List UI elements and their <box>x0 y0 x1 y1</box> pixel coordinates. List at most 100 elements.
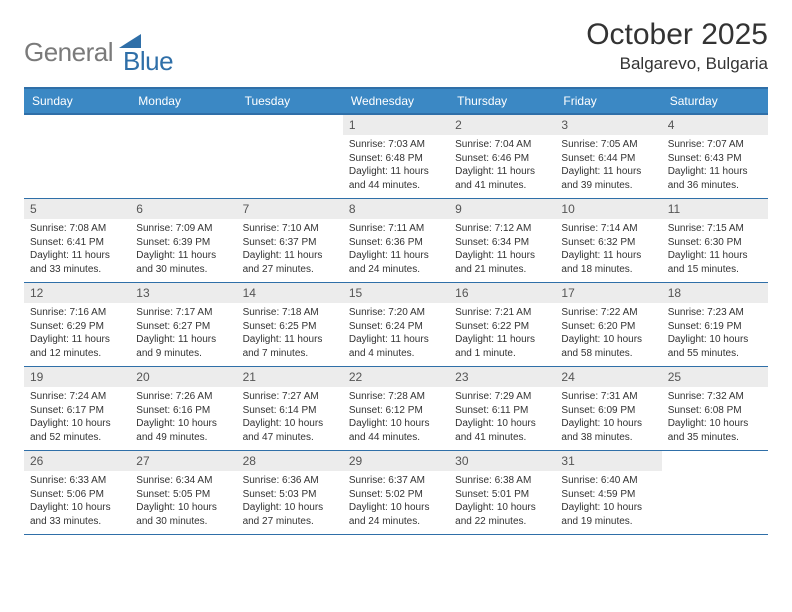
day-data: Sunrise: 7:08 AMSunset: 6:41 PMDaylight:… <box>24 219 130 282</box>
header: General Blue October 2025 Balgarevo, Bul… <box>24 18 768 77</box>
sunset-line: Sunset: 6:44 PM <box>561 152 655 166</box>
weekday-header: Wednesday <box>343 89 449 113</box>
day-data: Sunrise: 7:24 AMSunset: 6:17 PMDaylight:… <box>24 387 130 450</box>
sunset-line: Sunset: 6:27 PM <box>136 320 230 334</box>
day-number: 30 <box>449 451 555 471</box>
day-cell: 26Sunrise: 6:33 AMSunset: 5:06 PMDayligh… <box>24 451 130 534</box>
sunset-line: Sunset: 4:59 PM <box>561 488 655 502</box>
day-cell <box>237 115 343 198</box>
day-number: 1 <box>343 115 449 135</box>
day-cell: 18Sunrise: 7:23 AMSunset: 6:19 PMDayligh… <box>662 283 768 366</box>
day-data: Sunrise: 6:40 AMSunset: 4:59 PMDaylight:… <box>555 471 661 534</box>
sunrise-line: Sunrise: 7:17 AM <box>136 306 230 320</box>
day-number: 12 <box>24 283 130 303</box>
day-cell: 22Sunrise: 7:28 AMSunset: 6:12 PMDayligh… <box>343 367 449 450</box>
day-data: Sunrise: 6:33 AMSunset: 5:06 PMDaylight:… <box>24 471 130 534</box>
day-data: Sunrise: 7:27 AMSunset: 6:14 PMDaylight:… <box>237 387 343 450</box>
day-data: Sunrise: 7:26 AMSunset: 6:16 PMDaylight:… <box>130 387 236 450</box>
day-cell: 12Sunrise: 7:16 AMSunset: 6:29 PMDayligh… <box>24 283 130 366</box>
sunrise-line: Sunrise: 7:03 AM <box>349 138 443 152</box>
day-cell: 8Sunrise: 7:11 AMSunset: 6:36 PMDaylight… <box>343 199 449 282</box>
day-number: 18 <box>662 283 768 303</box>
day-cell: 4Sunrise: 7:07 AMSunset: 6:43 PMDaylight… <box>662 115 768 198</box>
day-cell: 27Sunrise: 6:34 AMSunset: 5:05 PMDayligh… <box>130 451 236 534</box>
day-number: 3 <box>555 115 661 135</box>
day-number: 31 <box>555 451 661 471</box>
daylight-line: Daylight: 11 hours and 44 minutes. <box>349 165 443 192</box>
day-number: 27 <box>130 451 236 471</box>
sunset-line: Sunset: 5:02 PM <box>349 488 443 502</box>
sunset-line: Sunset: 6:48 PM <box>349 152 443 166</box>
day-cell: 11Sunrise: 7:15 AMSunset: 6:30 PMDayligh… <box>662 199 768 282</box>
day-data: Sunrise: 6:34 AMSunset: 5:05 PMDaylight:… <box>130 471 236 534</box>
day-data: Sunrise: 7:32 AMSunset: 6:08 PMDaylight:… <box>662 387 768 450</box>
sunrise-line: Sunrise: 6:34 AM <box>136 474 230 488</box>
sunrise-line: Sunrise: 7:31 AM <box>561 390 655 404</box>
sunset-line: Sunset: 6:14 PM <box>243 404 337 418</box>
daylight-line: Daylight: 10 hours and 58 minutes. <box>561 333 655 360</box>
calendar-body: 1Sunrise: 7:03 AMSunset: 6:48 PMDaylight… <box>24 115 768 535</box>
day-cell: 9Sunrise: 7:12 AMSunset: 6:34 PMDaylight… <box>449 199 555 282</box>
day-number: 26 <box>24 451 130 471</box>
day-cell: 31Sunrise: 6:40 AMSunset: 4:59 PMDayligh… <box>555 451 661 534</box>
day-number: 4 <box>662 115 768 135</box>
sunrise-line: Sunrise: 6:36 AM <box>243 474 337 488</box>
day-cell: 17Sunrise: 7:22 AMSunset: 6:20 PMDayligh… <box>555 283 661 366</box>
daylight-line: Daylight: 11 hours and 39 minutes. <box>561 165 655 192</box>
day-cell: 7Sunrise: 7:10 AMSunset: 6:37 PMDaylight… <box>237 199 343 282</box>
week-row: 1Sunrise: 7:03 AMSunset: 6:48 PMDaylight… <box>24 115 768 199</box>
sunrise-line: Sunrise: 7:18 AM <box>243 306 337 320</box>
day-number: 5 <box>24 199 130 219</box>
sunrise-line: Sunrise: 7:16 AM <box>30 306 124 320</box>
day-data: Sunrise: 7:16 AMSunset: 6:29 PMDaylight:… <box>24 303 130 366</box>
day-data: Sunrise: 7:10 AMSunset: 6:37 PMDaylight:… <box>237 219 343 282</box>
sunset-line: Sunset: 6:39 PM <box>136 236 230 250</box>
day-data: Sunrise: 6:38 AMSunset: 5:01 PMDaylight:… <box>449 471 555 534</box>
daylight-line: Daylight: 10 hours and 44 minutes. <box>349 417 443 444</box>
day-number: 10 <box>555 199 661 219</box>
weekday-header: Saturday <box>662 89 768 113</box>
day-data: Sunrise: 7:12 AMSunset: 6:34 PMDaylight:… <box>449 219 555 282</box>
daylight-line: Daylight: 10 hours and 41 minutes. <box>455 417 549 444</box>
day-data: Sunrise: 7:31 AMSunset: 6:09 PMDaylight:… <box>555 387 661 450</box>
daylight-line: Daylight: 11 hours and 4 minutes. <box>349 333 443 360</box>
day-number: 11 <box>662 199 768 219</box>
day-cell: 15Sunrise: 7:20 AMSunset: 6:24 PMDayligh… <box>343 283 449 366</box>
sunset-line: Sunset: 6:36 PM <box>349 236 443 250</box>
day-cell: 21Sunrise: 7:27 AMSunset: 6:14 PMDayligh… <box>237 367 343 450</box>
sunset-line: Sunset: 6:43 PM <box>668 152 762 166</box>
day-data: Sunrise: 7:29 AMSunset: 6:11 PMDaylight:… <box>449 387 555 450</box>
day-number: 13 <box>130 283 236 303</box>
logo-text-blue: Blue <box>123 46 173 77</box>
day-number: 6 <box>130 199 236 219</box>
day-cell: 28Sunrise: 6:36 AMSunset: 5:03 PMDayligh… <box>237 451 343 534</box>
day-cell: 29Sunrise: 6:37 AMSunset: 5:02 PMDayligh… <box>343 451 449 534</box>
weekday-header: Thursday <box>449 89 555 113</box>
sunset-line: Sunset: 6:20 PM <box>561 320 655 334</box>
sunset-line: Sunset: 6:32 PM <box>561 236 655 250</box>
daylight-line: Daylight: 11 hours and 24 minutes. <box>349 249 443 276</box>
day-data: Sunrise: 6:36 AMSunset: 5:03 PMDaylight:… <box>237 471 343 534</box>
daylight-line: Daylight: 10 hours and 30 minutes. <box>136 501 230 528</box>
weekday-header: Monday <box>130 89 236 113</box>
day-cell: 6Sunrise: 7:09 AMSunset: 6:39 PMDaylight… <box>130 199 236 282</box>
day-data: Sunrise: 7:03 AMSunset: 6:48 PMDaylight:… <box>343 135 449 198</box>
sunrise-line: Sunrise: 7:12 AM <box>455 222 549 236</box>
sunrise-line: Sunrise: 7:22 AM <box>561 306 655 320</box>
sunset-line: Sunset: 6:46 PM <box>455 152 549 166</box>
day-cell: 19Sunrise: 7:24 AMSunset: 6:17 PMDayligh… <box>24 367 130 450</box>
daylight-line: Daylight: 10 hours and 27 minutes. <box>243 501 337 528</box>
day-number: 20 <box>130 367 236 387</box>
daylight-line: Daylight: 10 hours and 52 minutes. <box>30 417 124 444</box>
sunset-line: Sunset: 6:08 PM <box>668 404 762 418</box>
sunset-line: Sunset: 6:29 PM <box>30 320 124 334</box>
day-cell <box>24 115 130 198</box>
sunset-line: Sunset: 6:30 PM <box>668 236 762 250</box>
day-data: Sunrise: 7:18 AMSunset: 6:25 PMDaylight:… <box>237 303 343 366</box>
day-number: 14 <box>237 283 343 303</box>
day-cell: 13Sunrise: 7:17 AMSunset: 6:27 PMDayligh… <box>130 283 236 366</box>
sunset-line: Sunset: 6:22 PM <box>455 320 549 334</box>
sunrise-line: Sunrise: 7:32 AM <box>668 390 762 404</box>
sunset-line: Sunset: 5:05 PM <box>136 488 230 502</box>
day-cell: 2Sunrise: 7:04 AMSunset: 6:46 PMDaylight… <box>449 115 555 198</box>
